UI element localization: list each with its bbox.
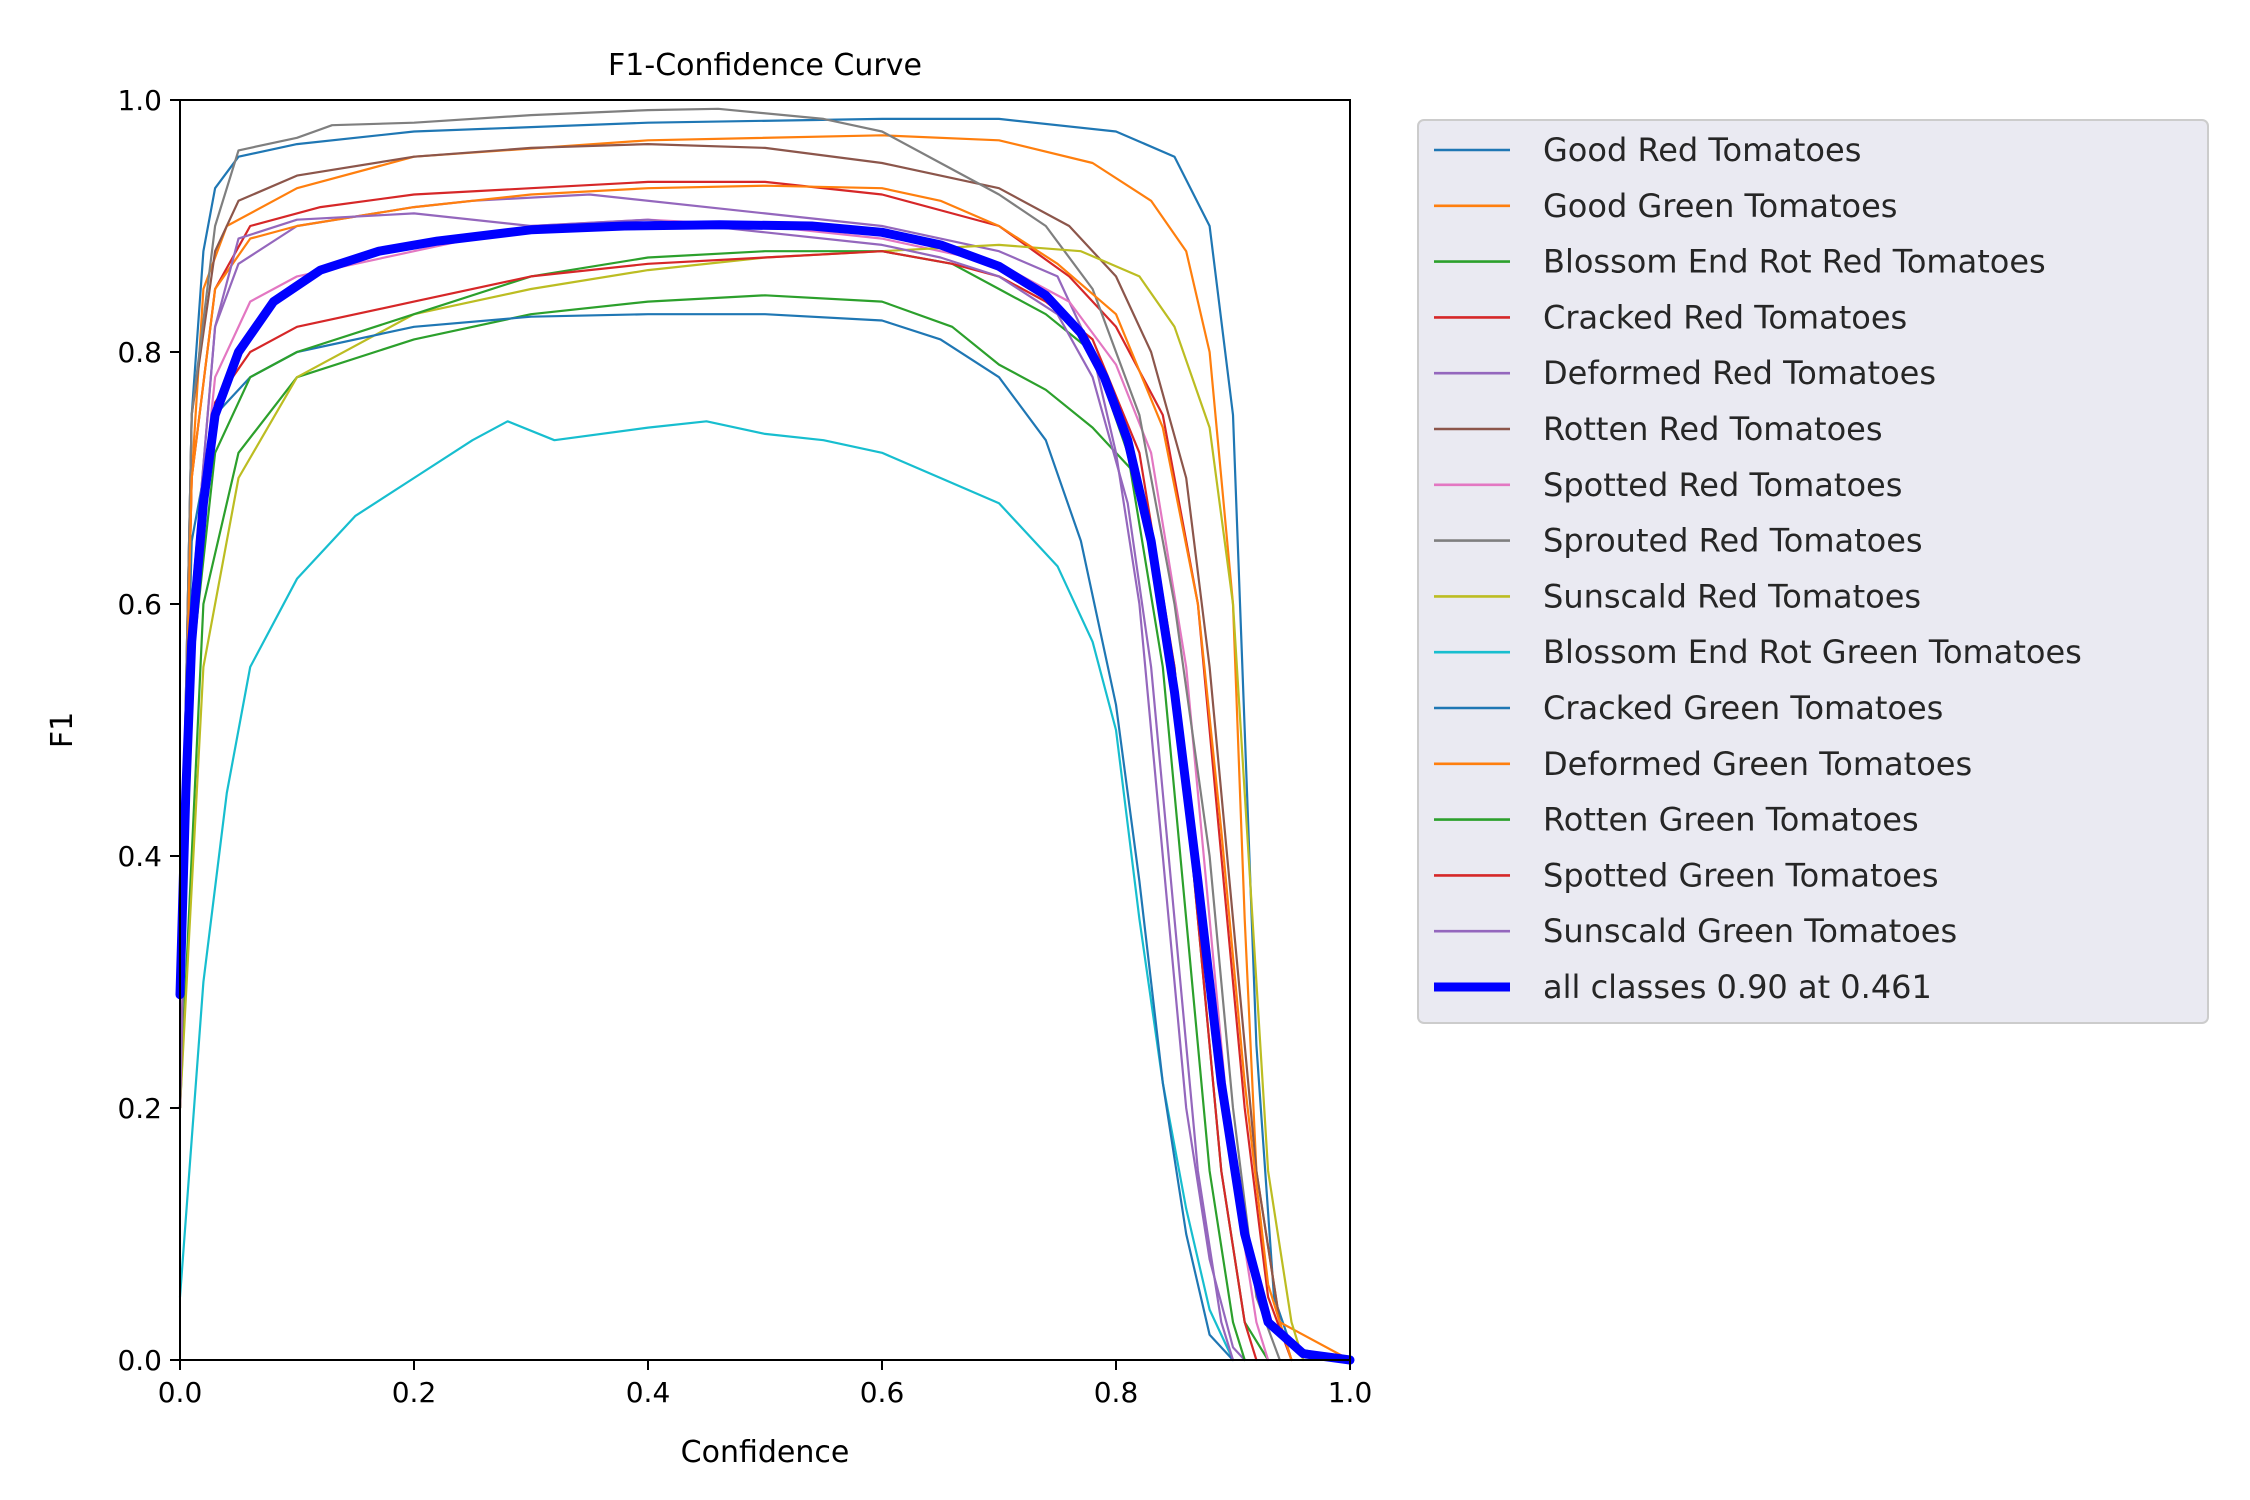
legend-label: Good Red Tomatoes (1543, 131, 1861, 169)
x-tick-label: 1.0 (1328, 1376, 1373, 1409)
legend-box (1417, 119, 2209, 1024)
series-line-5 (178, 143, 1293, 1362)
legend-label: Cracked Green Tomatoes (1543, 689, 1943, 727)
legend-items: Good Red Tomatoes Good Green Tomatoes Blos… (1434, 131, 2082, 1006)
y-tick-label: 0.2 (117, 1092, 162, 1125)
y-axis-ticks: 0.0 0.2 0.4 0.6 0.8 1.0 (117, 84, 180, 1377)
legend-label: Spotted Red Tomatoes (1543, 466, 1902, 504)
series-line-6 (178, 218, 1270, 1362)
legend-label: all classes 0.90 at 0.461 (1543, 968, 1932, 1006)
legend-label: Deformed Green Tomatoes (1543, 745, 1972, 783)
legend-label: Good Green Tomatoes (1543, 187, 1897, 225)
legend-label: Rotten Green Tomatoes (1543, 801, 1919, 839)
legend: Good Red Tomatoes Good Green Tomatoes Blos… (1417, 119, 2209, 1024)
series-line-9 (178, 420, 1235, 1362)
x-axis-label: Confidence (681, 1435, 850, 1470)
series-line-7 (178, 107, 1281, 1362)
legend-label: Spotted Green Tomatoes (1543, 856, 1939, 894)
x-axis-ticks: 0.0 0.2 0.4 0.6 0.8 1.0 (158, 1360, 1373, 1409)
x-tick-label: 0.6 (860, 1376, 905, 1409)
plot-lines (175, 107, 1355, 1365)
series-line-8 (178, 243, 1305, 1362)
legend-label: Deformed Red Tomatoes (1543, 354, 1936, 392)
series-line-4 (178, 193, 1246, 1362)
series-line-15 (175, 220, 1355, 1365)
y-tick-label: 0.6 (117, 588, 162, 621)
y-tick-label: 0.4 (117, 840, 162, 873)
legend-label: Sprouted Red Tomatoes (1543, 522, 1923, 560)
legend-label: Blossom End Rot Green Tomatoes (1543, 633, 2082, 671)
y-tick-label: 1.0 (117, 84, 162, 117)
legend-label: Cracked Red Tomatoes (1543, 298, 1907, 336)
series-line-11 (178, 184, 1293, 1362)
x-tick-label: 0.4 (626, 1376, 671, 1409)
y-axis-label: F1 (45, 712, 80, 748)
series-line-0 (178, 117, 1352, 1362)
y-tick-label: 0.0 (117, 1344, 162, 1377)
legend-label: Sunscald Green Tomatoes (1543, 912, 1957, 950)
legend-label: Rotten Red Tomatoes (1543, 410, 1883, 448)
series-line-14 (178, 212, 1235, 1362)
x-tick-label: 0.2 (392, 1376, 437, 1409)
x-tick-label: 0.8 (1094, 1376, 1139, 1409)
legend-label: Sunscald Red Tomatoes (1543, 577, 1921, 615)
plot-frame (179, 99, 1351, 1361)
chart-title: F1-Confidence Curve (608, 48, 922, 83)
legend-label: Blossom End Rot Red Tomatoes (1543, 243, 2046, 281)
y-tick-label: 0.8 (117, 336, 162, 369)
x-tick-label: 0.0 (158, 1376, 203, 1409)
series-line-3 (178, 180, 1293, 1362)
